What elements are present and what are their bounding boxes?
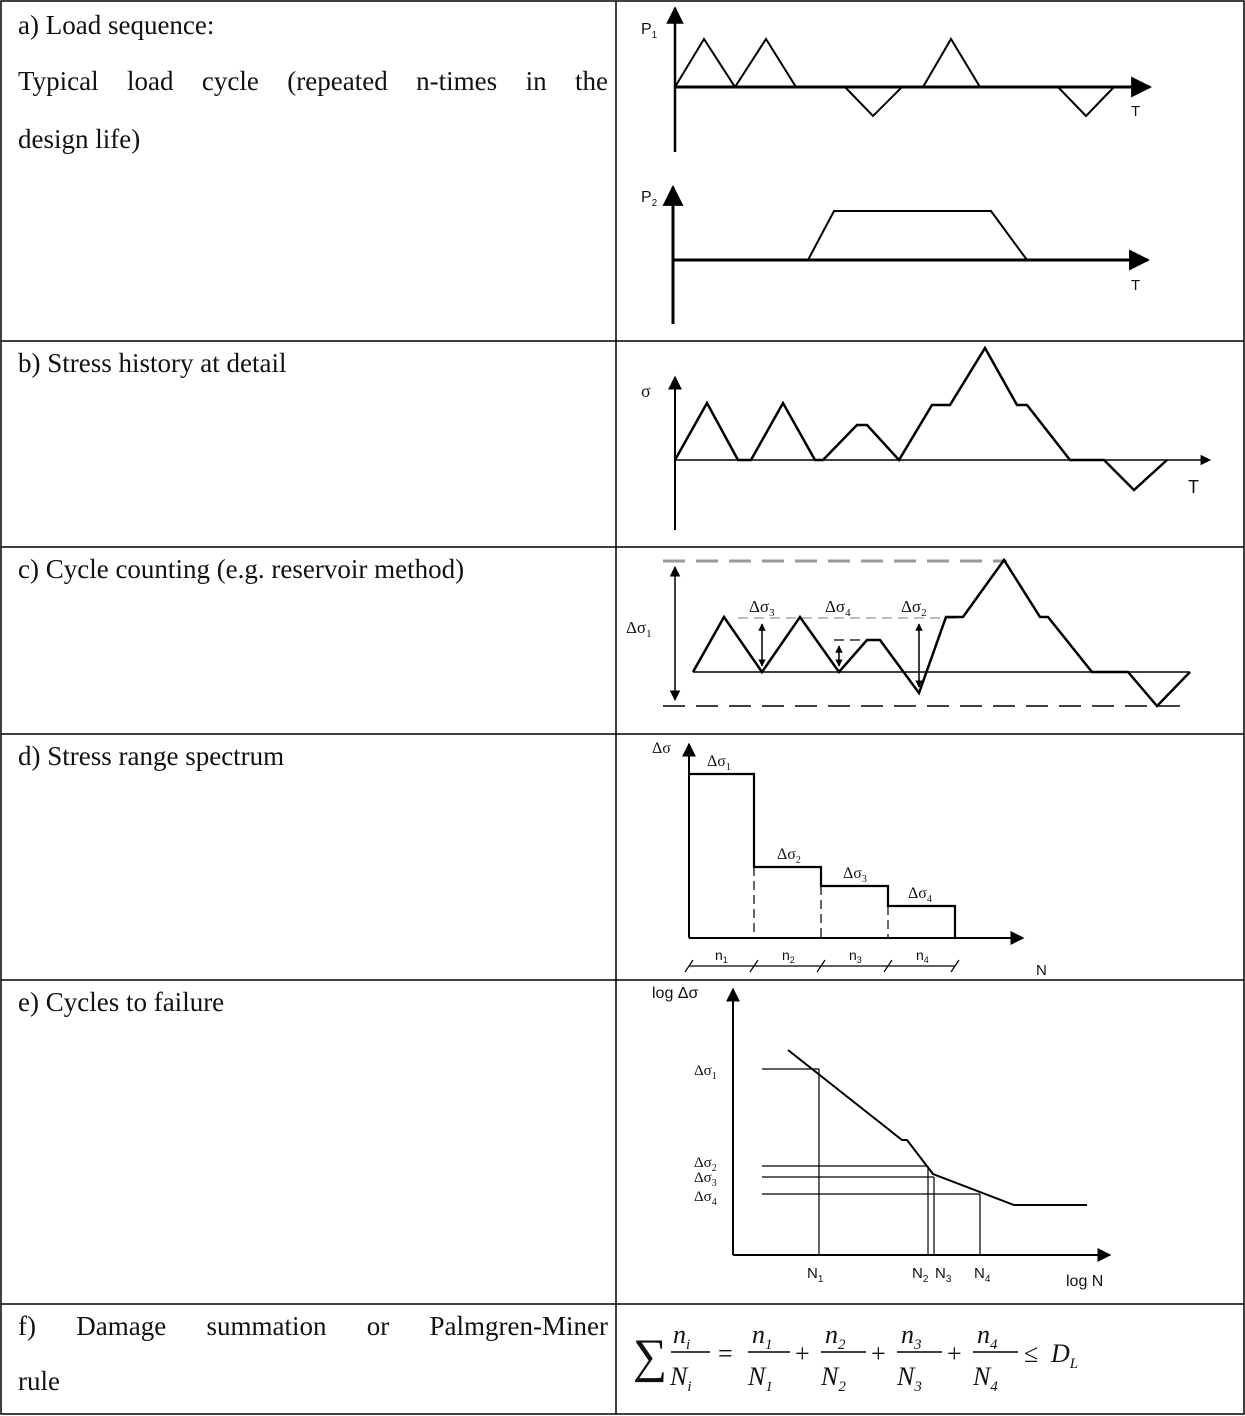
stress-time-label: T xyxy=(1188,477,1199,497)
sn-delta-sigma-3: Δσ3 xyxy=(694,1170,717,1189)
p1-label: P1 xyxy=(641,21,658,41)
diagram-load-sequence: P1 T P2 T xyxy=(641,6,1153,324)
equals-sign: = xyxy=(718,1339,733,1368)
row-a-desc-line1: Typical load cycle (repeated n-times in … xyxy=(18,66,608,96)
sn-y-label: log Δσ xyxy=(652,985,698,1002)
spectrum-n3: n3 xyxy=(849,947,862,965)
p2-time-label: T xyxy=(1131,277,1140,294)
frac-Ni: Ni xyxy=(669,1362,692,1395)
le-sign: ≤ xyxy=(1024,1339,1038,1368)
sn-delta-sigma-4: Δσ4 xyxy=(694,1189,717,1208)
sn-delta-sigma-1: Δσ1 xyxy=(694,1063,717,1082)
spectrum-delta-sigma-3: Δσ3 xyxy=(843,865,867,885)
cc-delta-sigma-1-label: Δσ1 xyxy=(626,618,652,640)
frac-n3: n3 xyxy=(901,1320,922,1353)
spectrum-n4: n4 xyxy=(916,947,929,965)
frac-n2: n2 xyxy=(825,1320,846,1353)
row-e-title: e) Cycles to failure xyxy=(18,987,225,1017)
damage-limit: DL xyxy=(1050,1339,1078,1372)
cc-delta-sigma-2-label: Δσ2 xyxy=(901,597,927,619)
frac-n1: n1 xyxy=(752,1320,773,1353)
spectrum-steps xyxy=(689,772,957,938)
sn-delta-sigma-2: Δσ2 xyxy=(694,1155,717,1174)
sum-symbol: ∑ xyxy=(633,1330,667,1383)
p1-axes xyxy=(666,6,1153,152)
row-d-title: d) Stress range spectrum xyxy=(18,741,285,771)
p2-axes xyxy=(662,184,1151,324)
frac-N3: N3 xyxy=(896,1362,922,1395)
row-f-title-line1: f) Damage summation or Palmgren-Miner xyxy=(18,1311,608,1341)
frac-N2: N2 xyxy=(820,1362,846,1395)
p2-label: P2 xyxy=(641,189,658,209)
row-b-title: b) Stress history at detail xyxy=(18,348,287,378)
spectrum-delta-sigma-4: Δσ4 xyxy=(908,885,932,905)
sigma-axis-label: σ xyxy=(641,381,651,401)
cc-delta-sigma-4-label: Δσ4 xyxy=(825,597,851,619)
frac-N4: N4 xyxy=(972,1362,998,1395)
formula-palmgren-miner: ∑ ni Ni = n1 N1 + n2 N2 + n3 N3 + n4 N4 … xyxy=(633,1320,1078,1395)
spectrum-y-label: Δσ xyxy=(652,740,671,757)
cc-delta-sigma-3-label: Δσ3 xyxy=(749,597,775,619)
diagram-stress-history: σ T xyxy=(641,345,1212,530)
p1-time-label: T xyxy=(1131,103,1140,120)
plus-sign-1: + xyxy=(795,1339,810,1368)
spectrum-delta-sigma-1: Δσ1 xyxy=(707,753,731,773)
row-c-title: c) Cycle counting (e.g. reservoir method… xyxy=(18,554,465,584)
sn-x-label: log N xyxy=(1066,1273,1103,1290)
sn-curve-line xyxy=(787,1049,1087,1206)
sn-N2: N2 xyxy=(912,1265,929,1285)
spectrum-x-label: N xyxy=(1036,962,1047,979)
spectrum-n1: n1 xyxy=(715,947,728,965)
plus-sign-2: + xyxy=(871,1339,886,1368)
frac-ni: ni xyxy=(673,1320,690,1353)
spectrum-n2: n2 xyxy=(782,947,795,965)
diagram-sn-curve: log Δσ Δσ1 Δσ2 Δσ3 Δσ4 N1 N2 N3 N4 log N xyxy=(652,985,1112,1290)
row-f-title-line2: rule xyxy=(18,1366,60,1396)
sn-N4: N4 xyxy=(974,1265,991,1285)
cycle-curve xyxy=(691,557,1191,708)
sn-guide-lines xyxy=(762,1068,981,1255)
stress-history-curve xyxy=(673,345,1168,492)
diagram-cycle-counting: Δσ1 Δσ3 Δσ4 Δσ2 xyxy=(626,557,1191,708)
row-a-desc-line2: design life) xyxy=(18,124,141,154)
diagram-stress-range-spectrum: Δσ Δσ1 Δσ2 Δσ3 Δσ4 n1 n2 n3 n4 N xyxy=(652,740,1047,979)
row-a-title: a) Load sequence: xyxy=(18,10,215,40)
frac-N1: N1 xyxy=(747,1362,773,1395)
plus-sign-3: + xyxy=(947,1339,962,1368)
frac-n4: n4 xyxy=(977,1320,998,1353)
spectrum-delta-sigma-2: Δσ2 xyxy=(777,846,801,866)
p1-load-curve xyxy=(674,37,1115,118)
p2-load-curve xyxy=(673,210,1028,261)
sn-N3: N3 xyxy=(935,1265,952,1285)
sn-N1: N1 xyxy=(807,1265,824,1285)
